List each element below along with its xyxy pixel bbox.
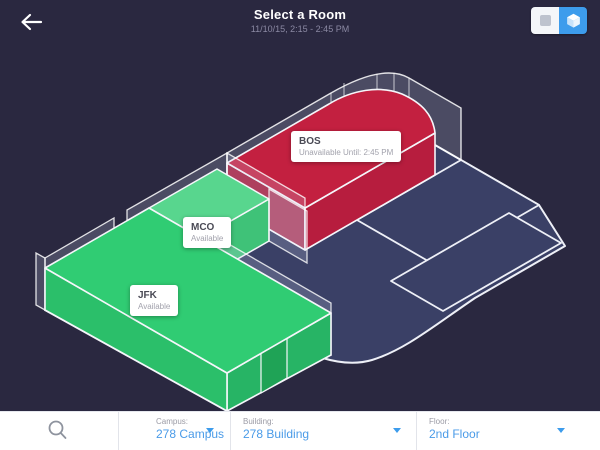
room-name: JFK: [138, 290, 157, 301]
page-subtitle: 11/10/15, 2:15 - 2:45 PM: [250, 24, 350, 34]
search-icon: [48, 420, 67, 439]
room-status: Unavailable Until: 2:45 PM: [299, 148, 394, 157]
page-title: Select a Room: [253, 7, 347, 22]
building-dropdown[interactable]: Building: 278 Building: [231, 412, 417, 450]
header: Select a Room 11/10/15, 2:15 - 2:45 PM: [0, 0, 600, 40]
view-toggle: [531, 7, 587, 34]
floor-value: 2nd Floor: [429, 427, 480, 441]
toggle-2d-view[interactable]: [531, 7, 559, 34]
room-name: BOS: [299, 136, 321, 147]
room-card-mco[interactable]: MCO Available: [183, 217, 232, 248]
room-jfk-top: [44, 207, 332, 374]
room-status: Available: [191, 234, 224, 243]
chevron-down-icon: [206, 428, 214, 433]
campus-label: Campus:: [156, 417, 189, 426]
chevron-down-icon: [557, 428, 565, 433]
floor-label: Floor:: [429, 417, 450, 426]
cube-icon: [566, 13, 580, 28]
chevron-down-icon: [393, 428, 401, 433]
room-card-bos[interactable]: BOS Unavailable Until: 2:45 PM: [291, 131, 402, 162]
section-diamond-lower[interactable]: [390, 212, 562, 312]
room-name: MCO: [191, 222, 215, 233]
room-card-jfk[interactable]: JFK Available: [130, 285, 179, 316]
toggle-3d-view[interactable]: [559, 7, 587, 34]
back-button[interactable]: [16, 9, 46, 35]
left-arrow-icon: [21, 13, 43, 31]
bottom-bar: Campus: 278 Campus Building: 278 Buildin…: [0, 411, 600, 450]
square-icon: [539, 15, 551, 26]
building-value: 278 Building: [243, 427, 310, 441]
campus-dropdown[interactable]: Campus: 278 Campus: [119, 412, 231, 450]
floor-dropdown[interactable]: Floor: 2nd Floor: [417, 412, 600, 450]
room-jfk[interactable]: [44, 207, 332, 412]
room-status: Available: [138, 302, 171, 311]
building-label: Building:: [243, 417, 274, 426]
search-button[interactable]: [0, 412, 119, 450]
